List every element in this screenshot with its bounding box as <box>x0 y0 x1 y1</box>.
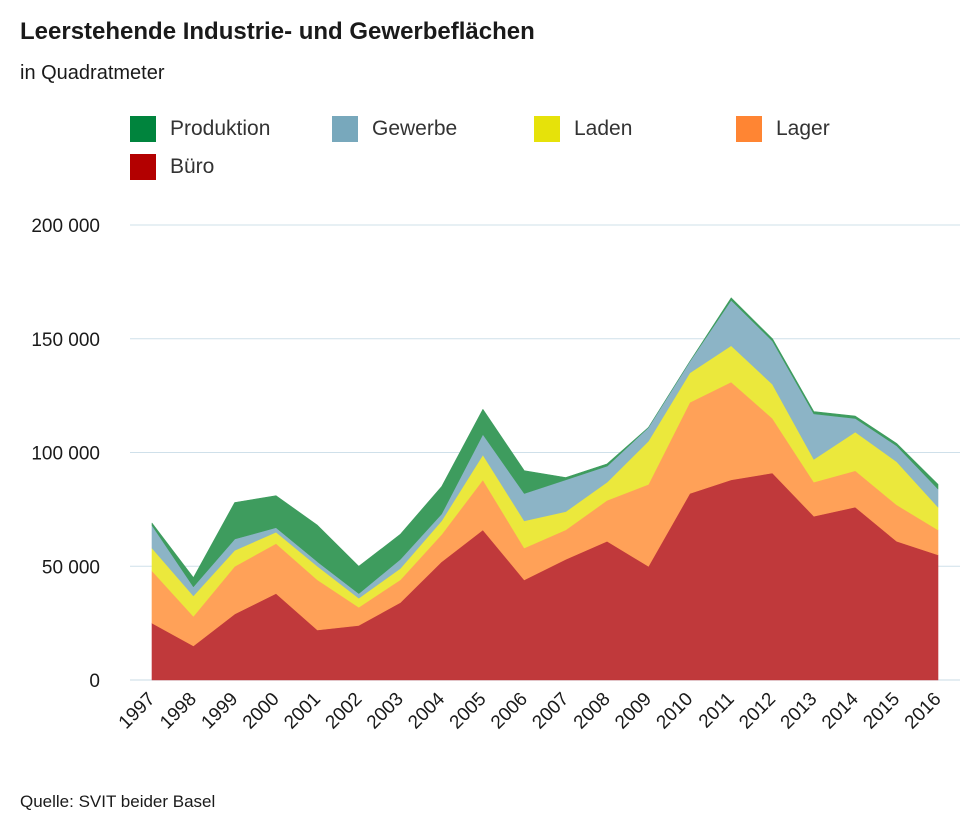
y-tick-label: 150 000 <box>31 330 100 351</box>
x-axis-tick-labels: 1997199819992000200120022003200420052006… <box>115 688 946 733</box>
y-axis-tick-labels: 0 50 000 100 000 150 000 200 000 <box>31 216 100 692</box>
x-tick-label: 2007 <box>528 689 573 734</box>
x-tick-label: 2004 <box>404 688 449 733</box>
x-tick-label: 2003 <box>363 689 408 734</box>
legend-item-laden[interactable]: Laden <box>534 116 632 142</box>
x-tick-label: 1998 <box>156 689 201 734</box>
legend-label-gewerbe: Gewerbe <box>372 117 458 140</box>
x-tick-label: 1999 <box>198 689 243 734</box>
x-tick-label: 2006 <box>487 689 532 734</box>
x-tick-label: 2015 <box>859 689 904 734</box>
legend-swatch-laden <box>534 116 560 142</box>
area-produktion[interactable] <box>151 297 939 594</box>
legend-item-lager[interactable]: Lager <box>736 116 830 142</box>
y-tick-label: 100 000 <box>31 444 100 465</box>
chart-title: Leerstehende Industrie- und Gewerbefläch… <box>20 18 535 45</box>
x-tick-label: 2011 <box>695 689 739 733</box>
source-note: Quelle: SVIT beider Basel <box>20 792 216 811</box>
legend-swatch-lager <box>736 116 762 142</box>
legend-swatch-gewerbe <box>332 116 358 142</box>
legend-item-produktion[interactable]: Produktion <box>130 116 270 142</box>
legend-label-buero: Büro <box>170 155 215 178</box>
legend-item-buero[interactable]: Büro <box>130 154 214 180</box>
x-tick-label: 2010 <box>653 689 698 734</box>
x-tick-label: 2012 <box>735 689 780 734</box>
chart-subtitle: in Quadratmeter <box>20 62 165 84</box>
x-tick-label: 2009 <box>611 689 656 734</box>
x-tick-label: 2016 <box>901 689 946 734</box>
legend-label-produktion: Produktion <box>170 117 271 140</box>
legend-label-laden: Laden <box>574 117 633 140</box>
x-tick-label: 2014 <box>818 688 863 733</box>
y-tick-label: 200 000 <box>31 216 100 237</box>
x-tick-label: 2005 <box>446 689 491 734</box>
legend-label-lager: Lager <box>776 117 830 140</box>
x-tick-label: 2002 <box>322 689 367 734</box>
x-tick-label: 2008 <box>570 689 615 734</box>
stacked-areas <box>151 297 939 681</box>
y-tick-label: 0 <box>89 671 100 692</box>
legend-item-gewerbe[interactable]: Gewerbe <box>332 116 457 142</box>
x-tick-label: 2013 <box>777 689 822 734</box>
x-tick-label: 2000 <box>239 689 284 734</box>
area-chart: 0 50 000 100 000 150 000 200 000 19971998199… <box>31 216 960 733</box>
x-tick-label: 1997 <box>115 689 160 734</box>
legend-swatch-buero <box>130 154 156 180</box>
x-tick-label: 2001 <box>280 689 325 734</box>
legend-swatch-produktion <box>130 116 156 142</box>
y-tick-label: 50 000 <box>42 557 100 578</box>
